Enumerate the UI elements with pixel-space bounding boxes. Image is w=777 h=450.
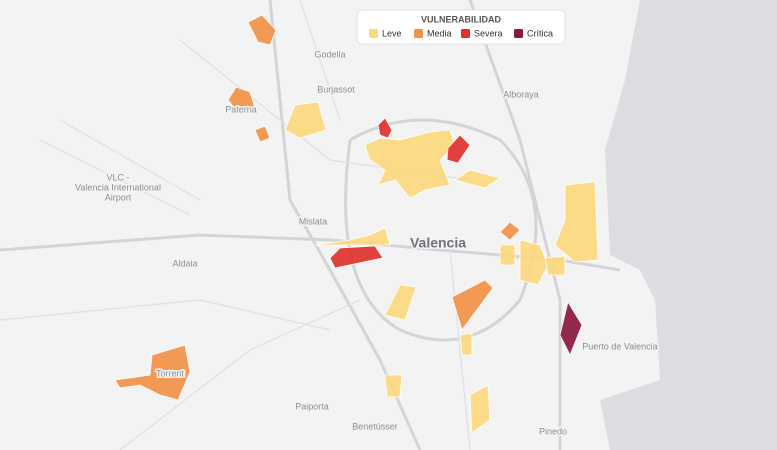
place-label: Puerto de Valencia: [582, 341, 657, 351]
legend: VULNERABILIDAD Leve Media Severa Crítica: [356, 9, 566, 45]
zone: [499, 221, 521, 241]
zone: [451, 279, 494, 331]
zone: [377, 117, 393, 139]
place-label: Airport: [105, 192, 132, 202]
zone: [544, 255, 566, 276]
legend-swatch: [414, 29, 423, 38]
zone: [114, 344, 191, 401]
zone: [364, 129, 456, 199]
place-label: Paterna: [225, 104, 257, 114]
zone: [227, 86, 256, 116]
place-label: Pinedo: [539, 426, 567, 436]
city-label: Valencia: [410, 235, 466, 251]
place-label: VLC -: [106, 172, 129, 182]
place-label: Godella: [314, 49, 345, 59]
place-label: Paiporta: [295, 401, 329, 411]
legend-label: Severa: [474, 28, 503, 38]
sea: [600, 0, 777, 450]
place-label: Torrent: [156, 368, 185, 378]
place-label: Alboraya: [503, 89, 539, 99]
zone: [329, 245, 384, 269]
legend-label: Leve: [382, 28, 402, 38]
zone: [314, 227, 391, 246]
place-label: Aldaia: [172, 258, 197, 268]
zone: [519, 239, 549, 286]
zone: [454, 169, 501, 189]
legend-swatch: [514, 29, 523, 38]
zone: [446, 134, 471, 164]
zone: [284, 101, 327, 139]
place-label: Mislata: [299, 216, 328, 226]
zone: [384, 284, 417, 321]
legend-title: VULNERABILIDAD: [421, 14, 501, 24]
zones: [114, 14, 599, 434]
legend-swatch: [461, 29, 470, 38]
zone: [254, 125, 271, 143]
zone: [247, 14, 277, 46]
place-label: Valencia International: [75, 182, 161, 192]
place-label: Burjassot: [317, 84, 355, 94]
place-label: Benetússer: [352, 421, 398, 431]
legend-label: Media: [427, 28, 452, 38]
legend-box: [356, 9, 566, 45]
zone: [459, 332, 473, 356]
legend-label: Crítica: [527, 28, 553, 38]
zone: [499, 244, 516, 266]
place-labels: Godella Burjassot Alboraya Paterna VLC -…: [74, 48, 660, 438]
zone: [469, 384, 491, 434]
zone: [384, 374, 403, 398]
legend-swatch: [369, 29, 378, 38]
zone: [554, 181, 599, 263]
zone: [559, 300, 583, 356]
